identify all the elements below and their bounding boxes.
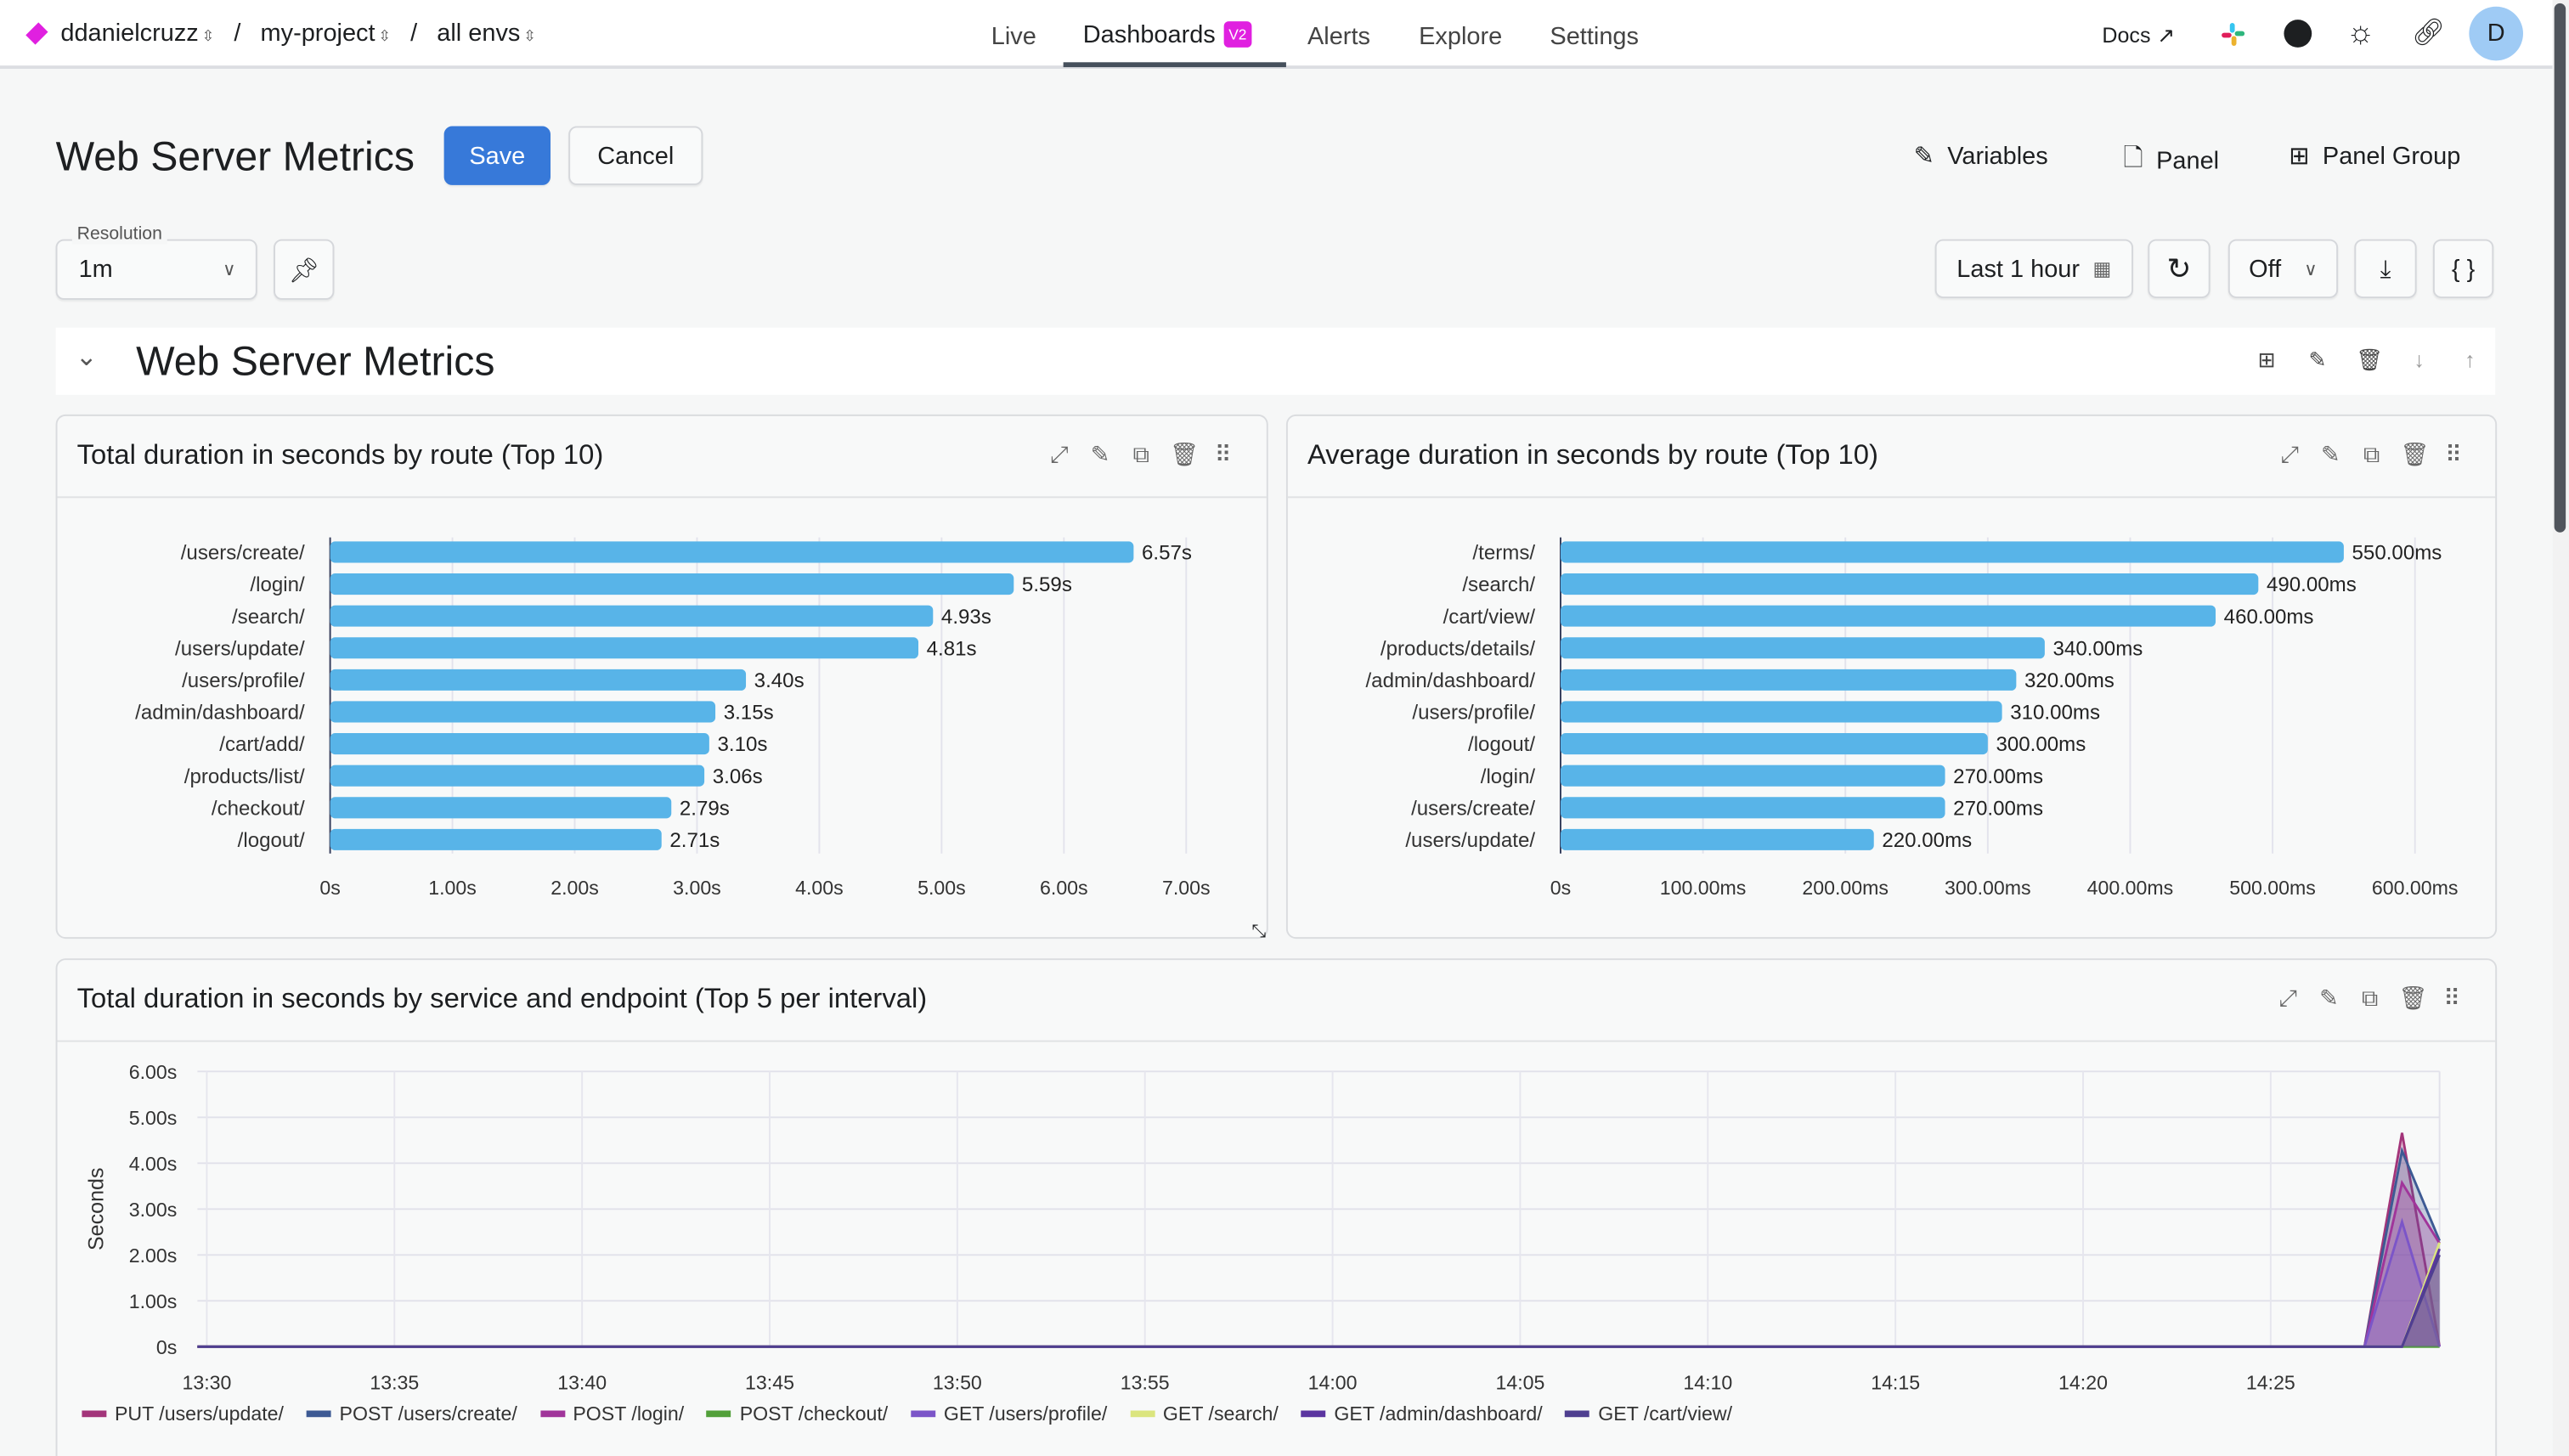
legend-item[interactable]: GET /cart/view/ xyxy=(1566,1402,1732,1425)
legend-label: PUT /users/update/ xyxy=(115,1402,284,1425)
x-tick-label: 13:45 xyxy=(745,1371,794,1393)
x-tick-label: 14:20 xyxy=(2058,1371,2108,1393)
x-tick-label: 14:10 xyxy=(1683,1371,1732,1393)
legend-label: GET /cart/view/ xyxy=(1598,1402,1732,1425)
series-area-6 xyxy=(197,1249,2439,1346)
legend-item[interactable]: GET /admin/dashboard/ xyxy=(1301,1402,1543,1425)
legend-label: POST /checkout/ xyxy=(740,1402,889,1425)
series-area-5 xyxy=(197,1243,2439,1347)
chart-legend: PUT /users/update/POST /users/create/POS… xyxy=(82,1402,1732,1425)
x-tick-label: 14:00 xyxy=(1308,1371,1358,1393)
legend-swatch xyxy=(82,1410,106,1417)
series-area-1 xyxy=(197,1151,2439,1347)
legend-item[interactable]: GET /search/ xyxy=(1130,1402,1279,1425)
series-area-2 xyxy=(197,1183,2439,1347)
y-tick-label: 5.00s xyxy=(129,1107,178,1129)
series-area-4 xyxy=(197,1222,2439,1346)
legend-item[interactable]: POST /login/ xyxy=(540,1402,684,1425)
legend-label: GET /admin/dashboard/ xyxy=(1334,1402,1542,1425)
series-area-0 xyxy=(197,1133,2439,1347)
y-tick-label: 2.00s xyxy=(129,1244,178,1267)
x-tick-label: 13:50 xyxy=(933,1371,982,1393)
legend-label: GET /users/profile/ xyxy=(944,1402,1108,1425)
y-tick-label: 1.00s xyxy=(129,1290,178,1312)
legend-swatch xyxy=(911,1410,935,1417)
x-tick-label: 14:05 xyxy=(1496,1371,1545,1393)
legend-label: POST /login/ xyxy=(573,1402,684,1425)
series-line-4 xyxy=(197,1222,2439,1346)
x-tick-label: 13:40 xyxy=(557,1371,607,1393)
series-line-5 xyxy=(197,1243,2439,1347)
legend-label: GET /search/ xyxy=(1163,1402,1279,1425)
legend-item[interactable]: POST /checkout/ xyxy=(707,1402,888,1425)
series-line-2 xyxy=(197,1183,2439,1347)
y-axis-label: Seconds xyxy=(84,1168,108,1251)
legend-swatch xyxy=(540,1410,565,1417)
legend-swatch xyxy=(707,1410,731,1417)
legend-swatch xyxy=(1130,1410,1155,1417)
series-line-6 xyxy=(197,1249,2439,1346)
x-tick-label: 14:15 xyxy=(1871,1371,1920,1393)
legend-swatch xyxy=(307,1410,331,1417)
legend-swatch xyxy=(1301,1410,1326,1417)
y-tick-label: 4.00s xyxy=(129,1153,178,1175)
y-tick-label: 6.00s xyxy=(129,1061,178,1083)
y-tick-label: 0s xyxy=(156,1336,177,1358)
legend-label: POST /users/create/ xyxy=(340,1402,517,1425)
x-tick-label: 14:25 xyxy=(2246,1371,2295,1393)
area-chart-service-endpoint: 0s 1.00s 2.00s 3.00s 4.00s 5.00s 6.00s 13:30 13:… xyxy=(0,0,2569,1456)
legend-item[interactable]: POST /users/create/ xyxy=(307,1402,517,1425)
legend-item[interactable]: GET /users/profile/ xyxy=(911,1402,1107,1425)
legend-item[interactable]: PUT /users/update/ xyxy=(82,1402,284,1425)
x-tick-label: 13:35 xyxy=(370,1371,419,1393)
app-root: ddanielcruzz⇳ / my-project⇳ / all envs⇳ … xyxy=(0,0,2569,1456)
x-tick-label: 13:55 xyxy=(1121,1371,1170,1393)
x-tick-label: 13:30 xyxy=(182,1371,231,1393)
legend-swatch xyxy=(1566,1410,1590,1417)
y-tick-label: 3.00s xyxy=(129,1199,178,1221)
series-line-0 xyxy=(197,1133,2439,1347)
series-line-1 xyxy=(197,1151,2439,1347)
